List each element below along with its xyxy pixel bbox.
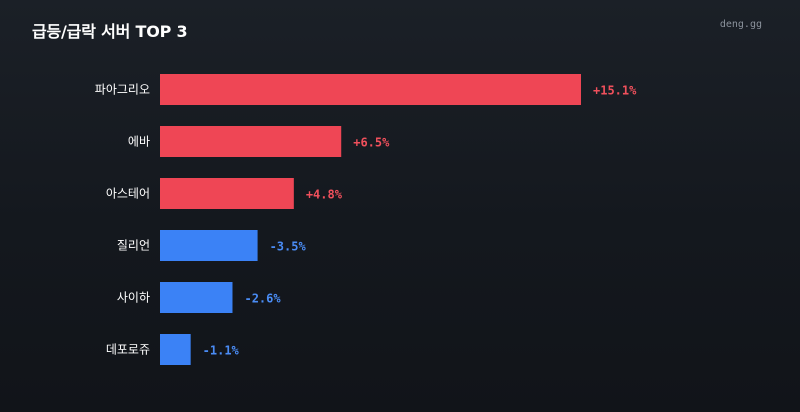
chart-title: 급등/급락 서버 TOP 3 <box>32 22 188 41</box>
category-label: 데포로쥬 <box>106 343 150 357</box>
value-label: -2.6% <box>244 292 281 306</box>
site-watermark: deng.gg <box>719 19 762 30</box>
chart-bar <box>160 282 233 313</box>
category-label: 질리언 <box>117 239 150 253</box>
chart-bar <box>160 230 258 261</box>
category-label: 사이하 <box>117 291 150 305</box>
chart-bar <box>160 334 191 365</box>
value-label: +4.8% <box>306 188 343 202</box>
chart-bar <box>160 178 294 209</box>
value-label: +15.1% <box>593 84 637 98</box>
value-label: -1.1% <box>203 344 240 358</box>
category-label: 아스테어 <box>106 187 150 201</box>
value-label: -3.5% <box>270 240 307 254</box>
value-label: +6.5% <box>353 136 390 150</box>
category-label: 에바 <box>128 135 150 149</box>
chart-bar <box>160 126 342 157</box>
category-label: 파아그리오 <box>95 83 150 97</box>
chart-bar <box>160 74 581 105</box>
